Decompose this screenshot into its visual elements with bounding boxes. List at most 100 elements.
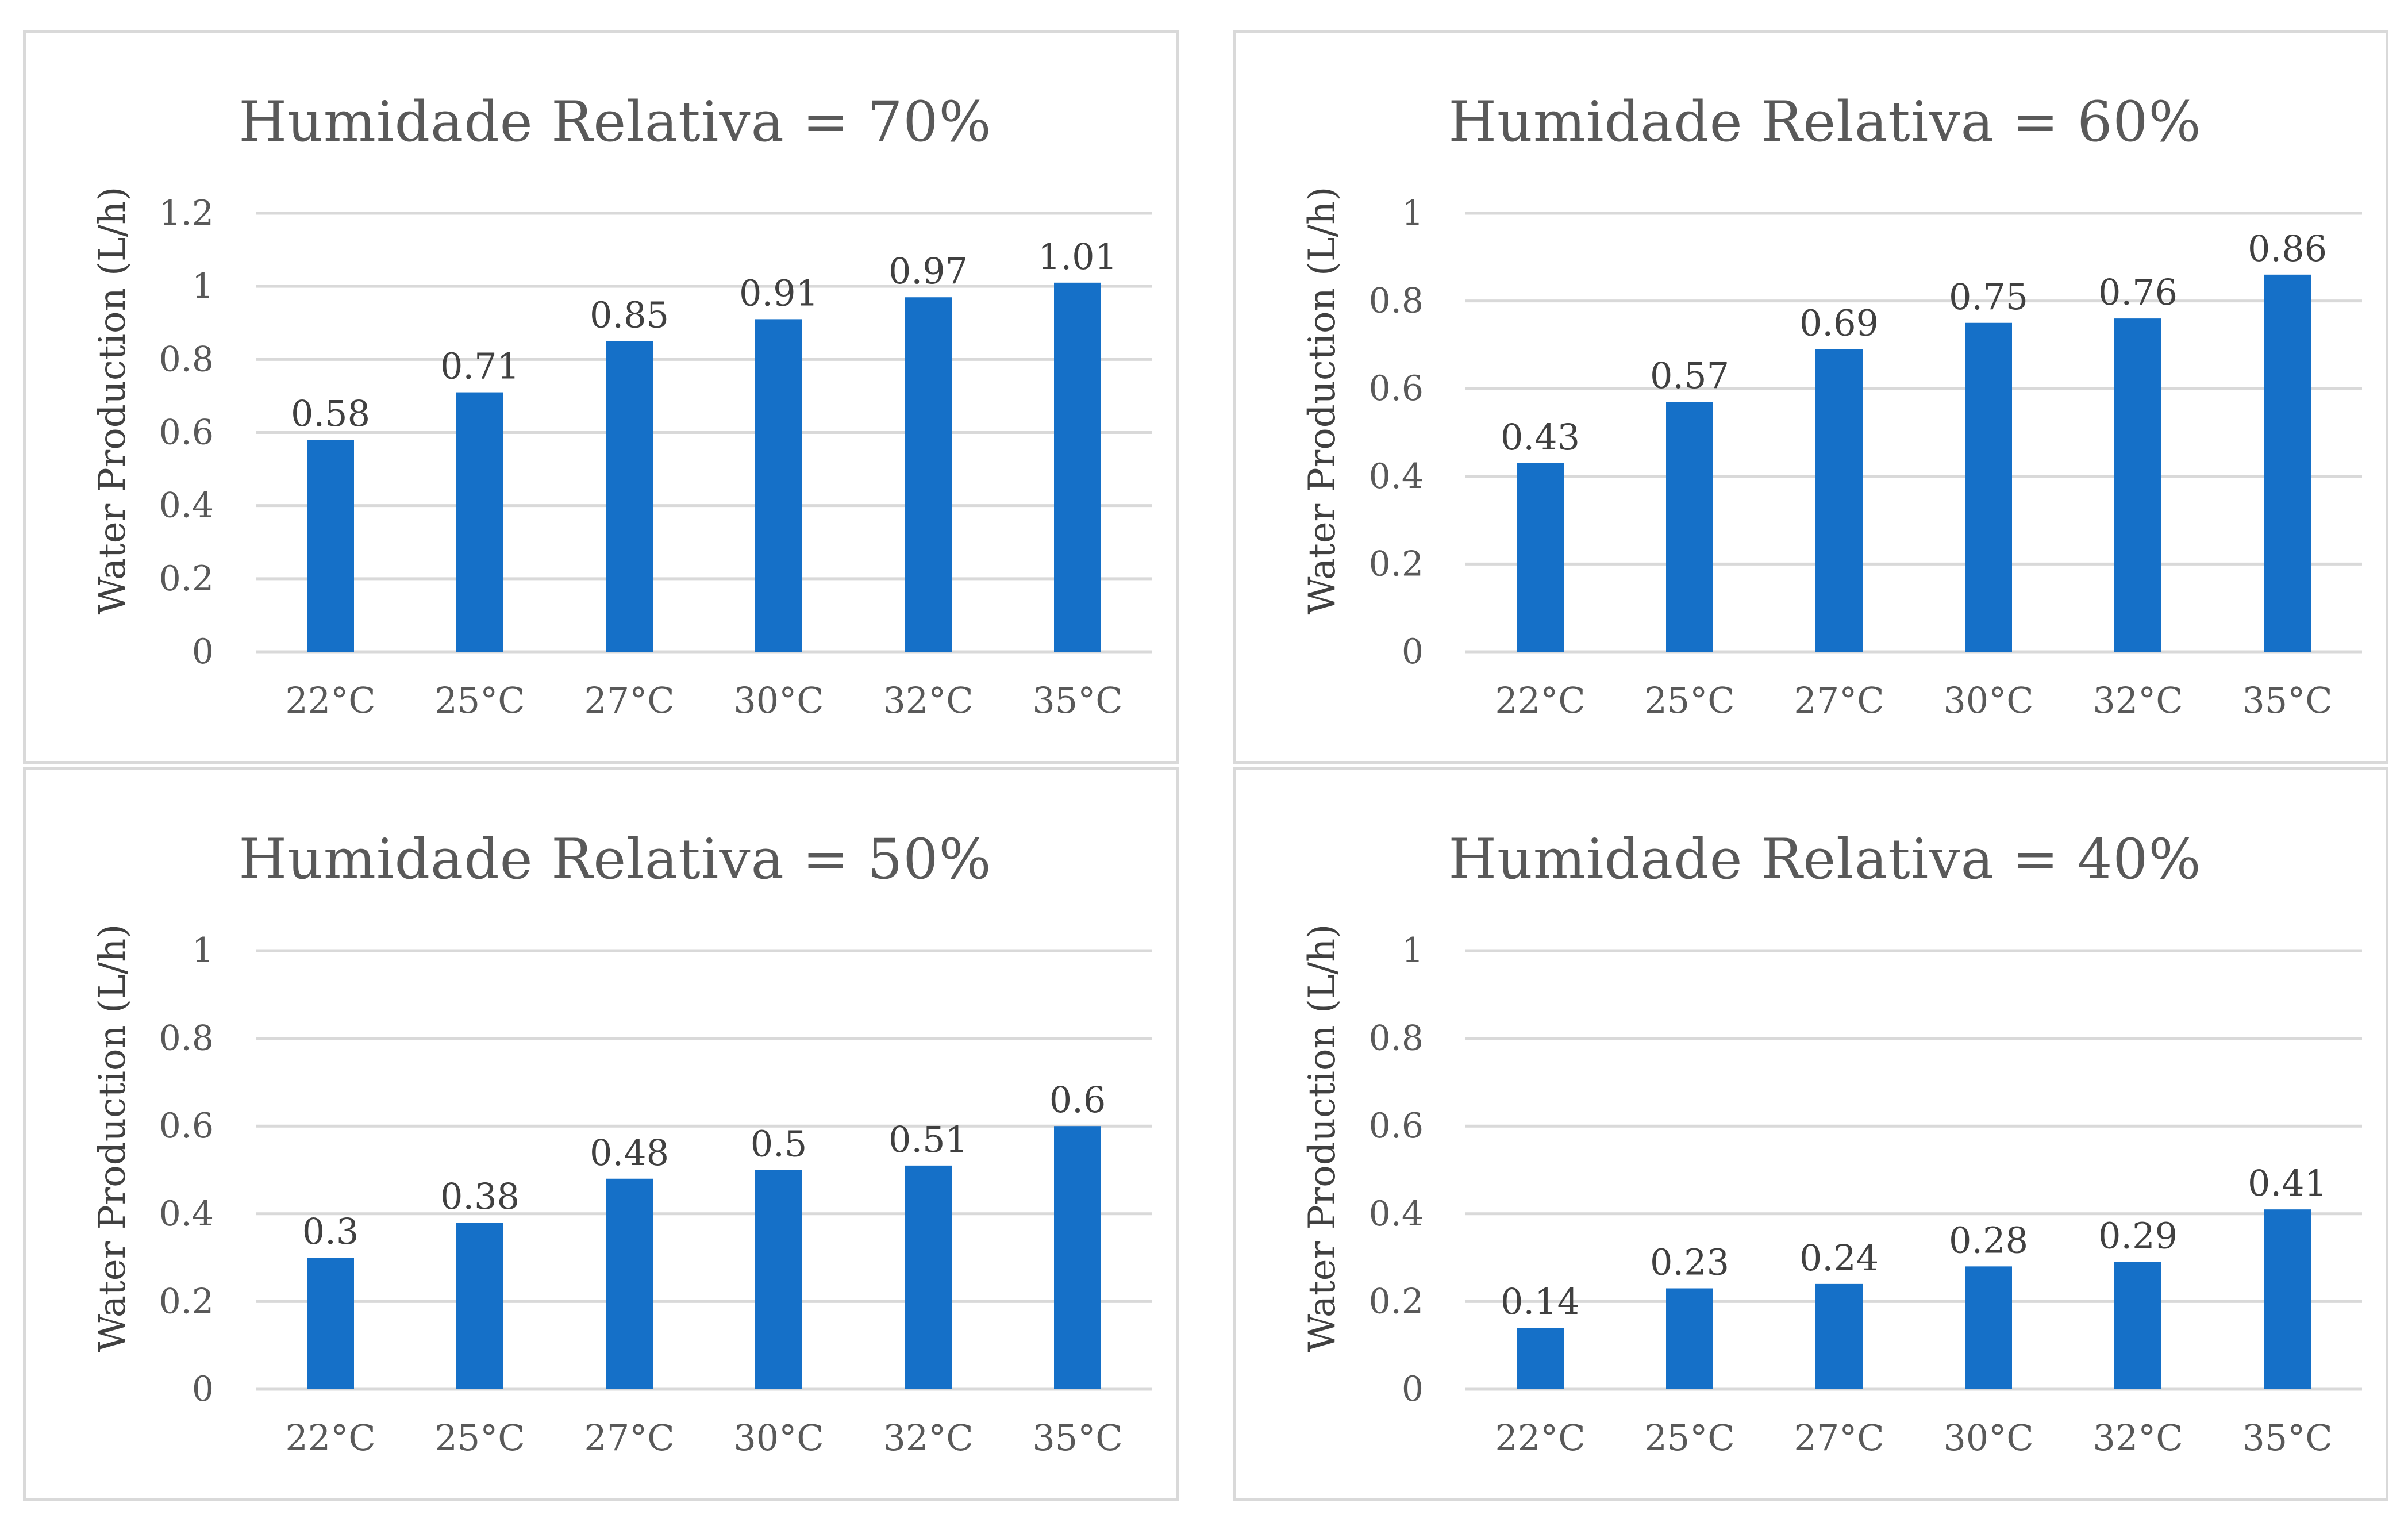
bar — [1666, 1288, 1713, 1389]
data-label: 0.97 — [888, 250, 968, 292]
x-category-label: 27°C — [1794, 1417, 1884, 1459]
y-tick-label: 0.6 — [1369, 1106, 1424, 1146]
y-tick-label: 0.2 — [1369, 1281, 1424, 1321]
y-tick-label: 1 — [192, 931, 214, 971]
data-label: 0.6 — [1049, 1079, 1106, 1121]
bar — [2264, 1209, 2311, 1389]
x-category-label: 25°C — [434, 1417, 525, 1459]
bar — [755, 1170, 802, 1389]
x-category-label: 32°C — [883, 1417, 973, 1459]
x-category-label: 25°C — [1644, 679, 1734, 721]
data-label: 0.76 — [2098, 271, 2178, 313]
x-category-label: 22°C — [1495, 679, 1585, 721]
bar — [755, 319, 802, 652]
data-label: 1.01 — [1038, 236, 1117, 278]
x-category-label: 30°C — [733, 679, 824, 721]
chart-panel-rh-40: Humidade Relativa = 40% Water Production … — [1233, 767, 2388, 1501]
y-tick-label: 0.4 — [1369, 1194, 1424, 1234]
bar — [1965, 322, 2012, 652]
x-category-label: 32°C — [2092, 679, 2183, 721]
y-tick-label: 0.6 — [1369, 368, 1424, 409]
bar — [2264, 274, 2311, 652]
data-label: 0.14 — [1501, 1281, 1580, 1323]
y-tick-label: 0.6 — [159, 413, 214, 453]
bar — [1054, 282, 1101, 652]
y-axis-label: Water Production (L/h) — [1301, 924, 1344, 1352]
bar — [905, 1165, 952, 1389]
y-tick-label: 0.8 — [159, 339, 214, 379]
data-label: 0.24 — [1799, 1237, 1879, 1279]
bar — [606, 1178, 653, 1389]
data-label: 0.85 — [590, 294, 669, 336]
x-category-label: 35°C — [2242, 1417, 2332, 1459]
y-axis-label: Water Production (L/h) — [91, 924, 134, 1352]
y-tick-label: 0.8 — [1369, 281, 1424, 321]
y-tick-label: 1 — [1402, 931, 1424, 971]
y-tick-label: 0 — [1402, 632, 1424, 672]
data-label: 0.28 — [1949, 1219, 2028, 1261]
data-label: 0.29 — [2098, 1215, 2178, 1257]
y-tick-label: 1 — [1402, 193, 1424, 233]
chart-svg: Humidade Relativa = 40% Water Production … — [1301, 827, 2362, 1459]
data-label: 0.58 — [291, 393, 370, 435]
chart-title: Humidade Relativa = 70% — [239, 90, 991, 154]
y-axis-label: Water Production (L/h) — [1301, 187, 1344, 615]
data-label: 0.71 — [440, 345, 520, 387]
data-label: 0.43 — [1501, 416, 1580, 458]
bar — [1666, 402, 1713, 652]
y-tick-label: 0.8 — [1369, 1018, 1424, 1059]
bar — [1965, 1266, 2012, 1389]
chart-panel-rh-60: Humidade Relativa = 60% Water Production … — [1233, 30, 2388, 764]
y-tick-label: 0.4 — [159, 486, 214, 526]
chart-title: Humidade Relativa = 40% — [1448, 827, 2201, 891]
y-tick-label: 0.2 — [159, 559, 214, 599]
chart-svg: Humidade Relativa = 70% Water Production … — [91, 90, 1152, 721]
bar — [1815, 349, 1863, 652]
y-tick-label: 0.2 — [159, 1281, 214, 1321]
data-label: 0.69 — [1799, 302, 1879, 344]
bar — [1054, 1126, 1101, 1389]
bar — [1517, 1328, 1564, 1389]
x-category-label: 25°C — [434, 679, 525, 721]
data-label: 0.91 — [739, 272, 818, 314]
bar — [307, 1258, 354, 1389]
y-tick-label: 0.4 — [1369, 456, 1424, 497]
y-tick-label: 1 — [192, 266, 214, 306]
y-tick-label: 0.8 — [159, 1018, 214, 1059]
chart-panel-rh-50: Humidade Relativa = 50% Water Production … — [23, 767, 1179, 1501]
x-category-label: 35°C — [1032, 679, 1122, 721]
bar — [456, 1223, 503, 1389]
x-category-label: 22°C — [285, 1417, 375, 1459]
x-category-label: 27°C — [584, 679, 674, 721]
x-category-label: 22°C — [1495, 1417, 1585, 1459]
data-label: 0.41 — [2248, 1162, 2327, 1204]
bar — [606, 341, 653, 652]
x-category-label: 25°C — [1644, 1417, 1734, 1459]
y-tick-label: 0.6 — [159, 1106, 214, 1146]
bar — [1517, 463, 1564, 652]
y-tick-label: 0 — [1402, 1369, 1424, 1409]
chart-title: Humidade Relativa = 60% — [1448, 90, 2201, 154]
x-category-label: 30°C — [1943, 679, 2033, 721]
data-label: 0.86 — [2248, 228, 2327, 270]
bar — [2114, 318, 2161, 652]
bar — [307, 440, 354, 652]
data-label: 0.23 — [1650, 1241, 1729, 1283]
bar — [456, 392, 503, 652]
bar — [905, 297, 952, 652]
x-category-label: 27°C — [584, 1417, 674, 1459]
y-tick-label: 0 — [192, 1369, 214, 1409]
chart-panel-rh-70: Humidade Relativa = 70% Water Production … — [23, 30, 1179, 764]
x-category-label: 35°C — [1032, 1417, 1122, 1459]
x-category-label: 22°C — [285, 679, 375, 721]
x-category-label: 35°C — [2242, 679, 2332, 721]
data-label: 0.57 — [1650, 355, 1729, 397]
bar — [1815, 1283, 1863, 1389]
x-category-label: 32°C — [2092, 1417, 2183, 1459]
data-label: 0.48 — [590, 1132, 669, 1174]
data-label: 0.75 — [1949, 276, 2028, 318]
y-axis-label: Water Production (L/h) — [91, 187, 134, 615]
chart-svg: Humidade Relativa = 60% Water Production … — [1301, 90, 2362, 721]
chart-svg: Humidade Relativa = 50% Water Production … — [91, 827, 1152, 1459]
x-category-label: 30°C — [733, 1417, 824, 1459]
